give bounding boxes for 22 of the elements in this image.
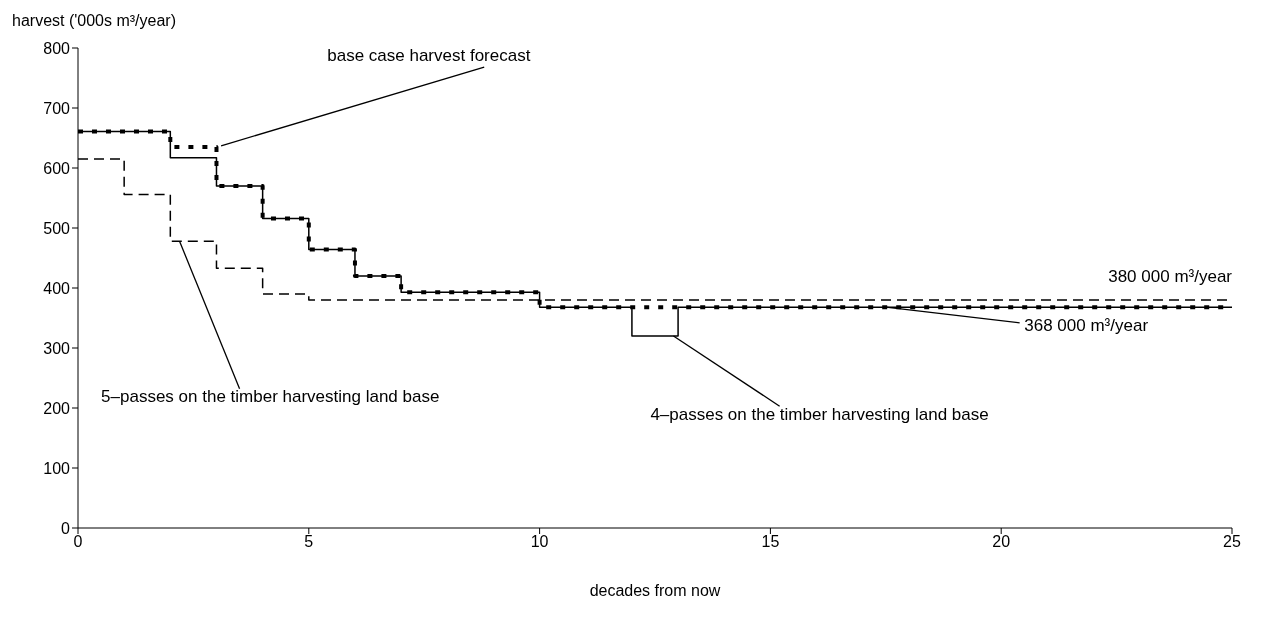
x-tick-label: 10 bbox=[530, 533, 549, 551]
annotation: base case harvest forecast bbox=[327, 46, 531, 66]
x-tick-label: 15 bbox=[761, 533, 780, 551]
y-tick-label: 400 bbox=[43, 279, 71, 297]
x-tick-label: 20 bbox=[992, 533, 1011, 551]
y-tick-label: 600 bbox=[43, 159, 71, 177]
x-tick-label: 25 bbox=[1223, 533, 1241, 551]
y-tick-label: 300 bbox=[43, 339, 71, 357]
x-tick-label: 0 bbox=[73, 533, 83, 551]
y-tick-label: 800 bbox=[43, 39, 71, 57]
x-axis-title: decades from now bbox=[589, 582, 721, 599]
x-tick-label: 5 bbox=[304, 533, 314, 551]
y-tick-label: 500 bbox=[43, 219, 71, 237]
annotation: 368 000 m³/year bbox=[1024, 316, 1149, 336]
annotation: 380 000 m³/year bbox=[1108, 267, 1233, 287]
y-tick-label: 700 bbox=[43, 99, 71, 117]
y-axis-title: harvest ('000s m³/year) bbox=[12, 12, 176, 29]
y-tick-label: 100 bbox=[43, 459, 71, 477]
y-tick-label: 200 bbox=[43, 399, 71, 417]
annotation: 5–passes on the timber harvesting land base bbox=[101, 386, 440, 406]
annotation: 4–passes on the timber harvesting land base bbox=[650, 404, 989, 424]
y-tick-label: 0 bbox=[61, 519, 71, 537]
